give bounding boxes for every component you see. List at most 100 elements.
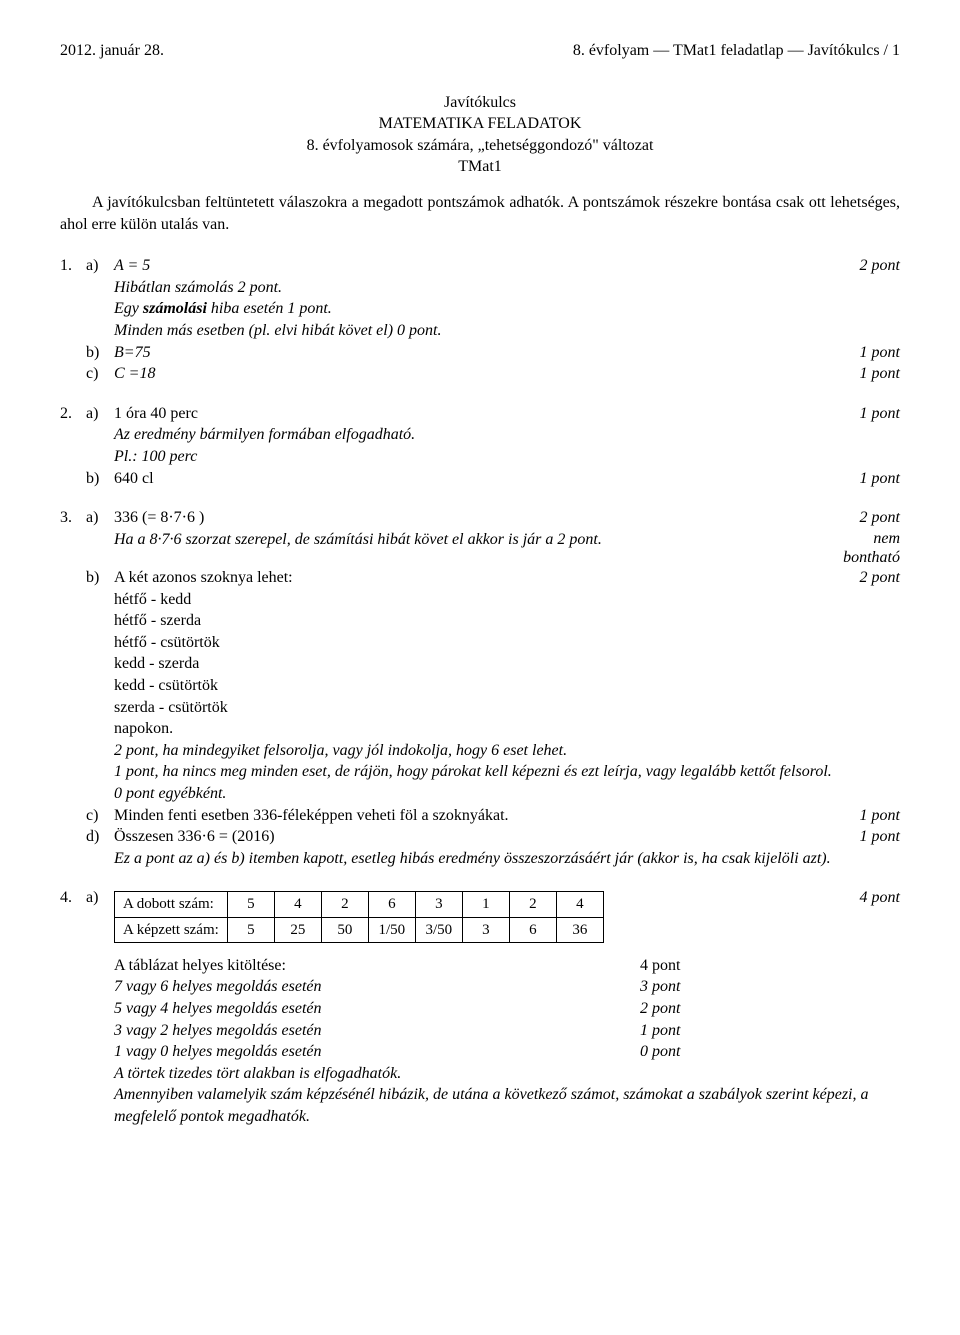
scoring-desc: 7 vagy 6 helyes megoldás esetén [114,976,640,998]
intro-text: A javítókulcsban feltüntetett válaszokra… [60,192,900,235]
problem-4: 4. a) A dobott szám: 5 4 2 6 3 1 2 4 [60,887,900,1127]
points-text: 4 pont [820,887,900,909]
subitem-text: 336 (= 8·7·6 ) [114,507,820,529]
table-row: A dobott szám: 5 4 2 6 3 1 2 4 [115,892,604,917]
note-fragment: Egy [114,300,143,317]
subitem-label: b) [86,468,114,490]
nem-text: bontható [820,548,900,567]
points-text: 2 pont [820,567,900,589]
scoring-desc: 5 vagy 4 helyes megoldás esetén [114,998,640,1020]
subitem-label: c) [86,805,114,827]
subitem-text: A = 5 [114,257,150,274]
title-block: Javítókulcs MATEMATIKA FELADATOK 8. évfo… [60,92,900,178]
points-text: 1 pont [820,363,900,385]
points-text: 1 pont [820,805,900,827]
note-text: Pl.: 100 perc [114,446,900,468]
note-text: Ha a 8·7·6 szorzat szerepel, de számítás… [114,529,820,551]
problem-number: 3. [60,507,86,869]
subitem-text: 1 óra 40 perc [114,403,820,425]
note-text: 1 pont, ha nincs meg minden eset, de ráj… [114,761,900,783]
table-cell: 3 [462,917,509,942]
subitem-label: a) [86,403,114,425]
list-item: napokon. [114,718,900,740]
table-cell: 3 [415,892,462,917]
note-text: 2 pont, ha mindegyiket felsorolja, vagy … [114,740,900,762]
problem-2: 2. a) 1 óra 40 perc 1 pont Az eredmény b… [60,403,900,489]
note-text: Az eredmény bármilyen formában elfogadha… [114,424,900,446]
title-line2: MATEMATIKA FELADATOK [60,113,900,135]
table-cell: A dobott szám: [115,892,228,917]
subitem-label: d) [86,826,114,848]
problem-3: 3. a) 336 (= 8·7·6 ) 2 pont Ha a 8·7·6 s… [60,507,900,869]
problem-number: 4. [60,887,86,1127]
list-item: kedd - szerda [114,653,900,675]
list-item: hétfő - szerda [114,610,900,632]
note-text: 0 pont egyébként. [114,783,900,805]
subitem-label: c) [86,363,114,385]
scoring-desc: 1 vagy 0 helyes megoldás esetén [114,1041,640,1063]
subitem-label: a) [86,887,114,909]
subitem-text: Összesen 336·6 = (2016) [114,826,820,848]
list-item: hétfő - csütörtök [114,632,900,654]
subitem-text: C =18 [114,365,155,382]
scoring-desc: A táblázat helyes kitöltése: [114,955,640,977]
table-cell: 1/50 [368,917,415,942]
note-text: Minden más esetben (pl. elvi hibát követ… [114,320,900,342]
points-text: 2 pont [820,255,900,277]
subitem-text: 640 cl [114,468,820,490]
points-text: 1 pont [820,468,900,490]
title-line4: TMat1 [60,156,900,178]
note-text: Hibátlan számolás 2 pont. [114,277,900,299]
scoring-pts: 4 pont [640,955,900,977]
table-row: A képzett szám: 5 25 50 1/50 3/50 3 6 36 [115,917,604,942]
table-cell: 25 [274,917,321,942]
table-cell: 4 [556,892,603,917]
data-table: A dobott szám: 5 4 2 6 3 1 2 4 A képzett… [114,891,604,943]
title-line1: Javítókulcs [60,92,900,114]
subitem-text: Minden fenti esetben 336-féleképpen vehe… [114,805,820,827]
table-cell: 5 [227,892,274,917]
table-cell: 36 [556,917,603,942]
scoring-pts: 1 pont [640,1020,900,1042]
page-header: 2012. január 28. 8. évfolyam — TMat1 fel… [60,40,900,62]
subitem-label: b) [86,567,114,589]
table-cell: 50 [321,917,368,942]
problem-1: 1. a) A = 5 2 pont Hibátlan számolás 2 p… [60,255,900,385]
table-cell: 5 [227,917,274,942]
list-item: szerda - csütörtök [114,697,900,719]
subitem-label: a) [86,255,114,277]
header-right: 8. évfolyam — TMat1 feladatlap — Javítók… [573,40,900,62]
title-line3: 8. évfolyamosok számára, „tehetséggondoz… [60,135,900,157]
table-cell: 2 [509,892,556,917]
list-item: hétfő - kedd [114,589,900,611]
problem-number: 1. [60,255,86,385]
header-date: 2012. január 28. [60,40,164,62]
list-item: kedd - csütörtök [114,675,900,697]
table-cell: 6 [509,917,556,942]
points-text: 2 pont [820,507,900,529]
scoring-pts: 0 pont [640,1041,900,1063]
subitem-text: A két azonos szoknya lehet: [114,567,820,589]
table-cell: 2 [321,892,368,917]
scoring-pts: 2 pont [640,998,900,1020]
note-text: Ez a pont az a) és b) itemben kapott, es… [114,848,900,870]
note-text: Amennyiben valamelyik szám képzésénél hi… [114,1084,900,1127]
note-text: A törtek tizedes tört alakban is elfogad… [114,1063,900,1085]
points-text: 1 pont [820,403,900,425]
scoring-desc: 3 vagy 2 helyes megoldás esetén [114,1020,640,1042]
scoring-pts: 3 pont [640,976,900,998]
note-fragment: hiba esetén 1 pont. [207,300,332,317]
table-cell: 3/50 [415,917,462,942]
table-cell: 1 [462,892,509,917]
subitem-text: B=75 [114,344,151,361]
note-text: Egy számolási hiba esetén 1 pont. [114,298,900,320]
points-text: 1 pont [820,826,900,848]
note-fragment-bold: számolási [143,300,207,317]
points-text: 1 pont [820,342,900,364]
subitem-label: b) [86,342,114,364]
table-cell: 4 [274,892,321,917]
nem-text: nem [820,529,900,548]
table-cell: A képzett szám: [115,917,228,942]
subitem-label: a) [86,507,114,529]
problem-number: 2. [60,403,86,489]
